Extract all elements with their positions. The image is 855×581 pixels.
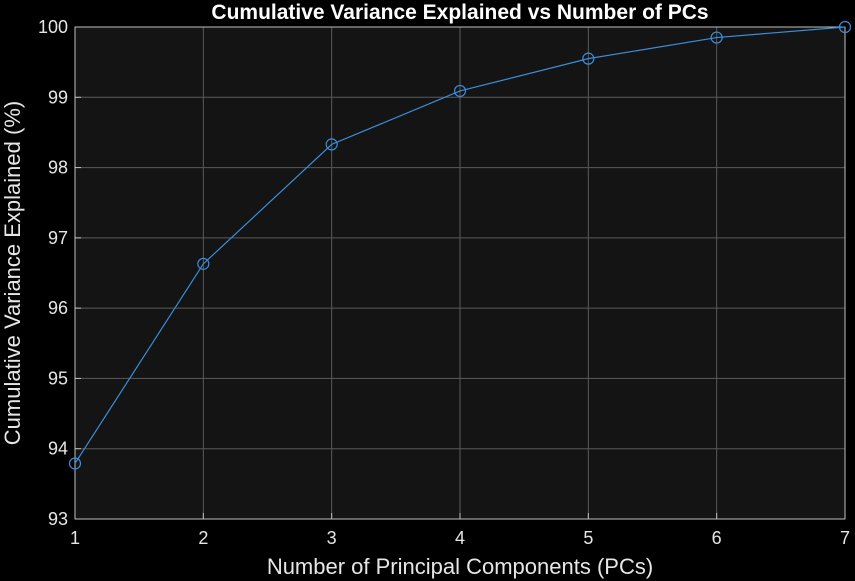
axes-box	[74, 26, 846, 520]
series-line	[74, 26, 846, 464]
x-tick-label: 3	[327, 528, 337, 548]
y-tick-label: 98	[48, 158, 68, 178]
chart-title: Cumulative Variance Explained vs Number …	[211, 1, 708, 24]
y-tick-label: 95	[48, 368, 68, 388]
x-tick-label: 7	[840, 528, 850, 548]
series-layer	[68, 20, 852, 470]
x-tick-label: 4	[455, 528, 465, 548]
x-axis-label: Number of Principal Components (PCs)	[267, 554, 653, 579]
data-point	[453, 84, 467, 98]
y-axis-label: Cumulative Variance Explained (%)	[0, 101, 25, 445]
grid-lines	[74, 26, 846, 520]
y-tick-label: 100	[38, 17, 68, 37]
x-tick-label: 5	[583, 528, 593, 548]
x-tick-label: 1	[70, 528, 80, 548]
data-point	[325, 138, 338, 151]
data-point	[197, 257, 210, 270]
data-point	[710, 31, 723, 44]
data-point	[838, 20, 852, 34]
x-tick-labels: 1 2 3 4 5 6 7	[70, 528, 850, 548]
x-tick-label: 6	[712, 528, 722, 548]
y-tick-label: 93	[48, 509, 68, 529]
y-tick-label: 97	[48, 228, 68, 248]
y-tick-label: 96	[48, 298, 68, 318]
y-tick-label: 99	[48, 87, 68, 107]
y-tick-labels: 93 94 95 96 97 98 99 100	[38, 17, 68, 529]
data-point	[68, 457, 82, 470]
data-point	[582, 52, 595, 65]
x-tick-label: 2	[198, 528, 208, 548]
y-tick-label: 94	[48, 439, 68, 459]
